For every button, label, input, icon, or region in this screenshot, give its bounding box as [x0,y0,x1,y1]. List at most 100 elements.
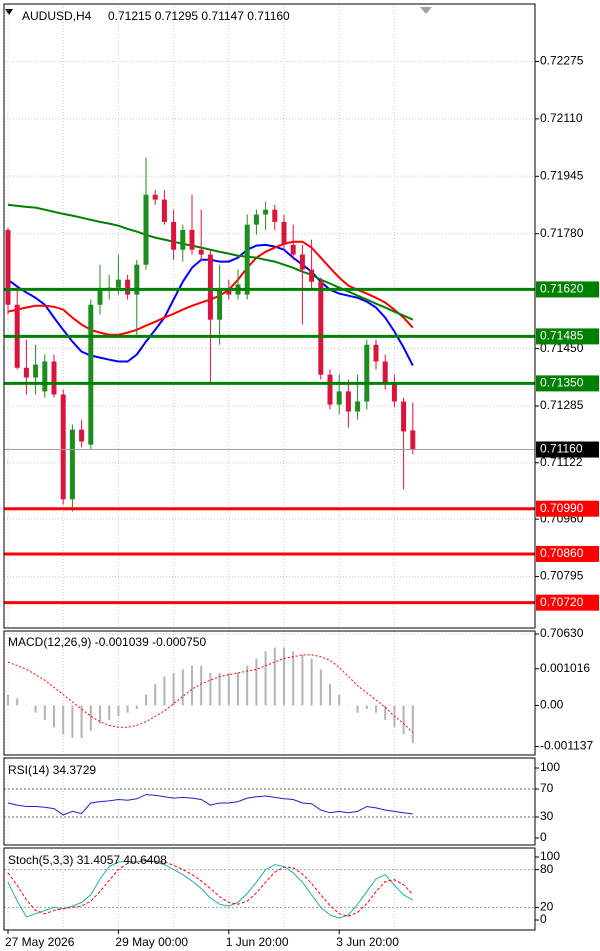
macd-bar [53,705,55,728]
level-label-box [536,328,599,345]
candle-body [290,244,296,255]
macd-bar [126,705,129,713]
macd-bar [200,665,203,706]
x-tick-label: 27 May 2026 [5,935,75,949]
candle-body [33,364,39,378]
level-label: 0.71485 [540,329,584,343]
level-label: 0.71350 [540,376,584,390]
candle-body [152,194,158,200]
macd-bar [338,694,341,706]
candle-body [60,394,66,500]
candle-body [327,374,333,405]
macd-bar [80,705,83,739]
y-tick-label: 0.71122 [540,455,583,469]
macd-bar [329,683,331,706]
candle-body [23,367,29,378]
x-tick-label: 1 Jun 20:00 [226,935,289,949]
macd-bar [163,676,166,706]
level-label-box [536,545,599,562]
menu-triangle [5,9,13,15]
y-tick-label: 0.72275 [540,54,584,68]
candle-body [263,209,269,215]
macd-bar [402,705,405,735]
last-price-box [536,441,599,458]
macd-bar [264,651,267,706]
y-tick-label: 0 [540,912,547,926]
x-tick-label: 3 Jun 20:00 [336,935,399,949]
y-tick-label: 80 [540,862,554,876]
candle-body [401,401,407,432]
macd-bar [365,705,368,710]
candle-body [299,254,305,270]
candle-body [88,304,94,445]
candle-body [336,391,342,405]
y-tick-label: 0.71945 [540,168,584,182]
candle-body [161,199,167,222]
panel-frame [3,757,536,846]
candle-body [382,361,388,385]
macd-bar [218,672,221,706]
macd-bar [89,705,92,731]
candle-body [226,289,232,295]
candle-body [134,264,140,295]
panel-frame [3,630,536,756]
candle-body [42,361,48,392]
y-tick-label: 0.00 [540,698,564,712]
level-label-box [536,375,599,392]
level-label-box [536,594,599,611]
macd-bar [255,658,258,706]
macd-bar [135,705,138,710]
level-label: 0.70860 [540,546,584,560]
macd-bar [347,705,350,706]
candle-body [391,384,397,402]
macd-bar [145,694,147,706]
macd-bar [191,665,193,706]
y-tick-label: 0 [540,830,547,844]
macd-bar [16,698,19,706]
y-tick-label: 0.001016 [540,661,590,675]
level-label: 0.70720 [540,595,584,609]
macd-bar [7,694,9,706]
candle-body [180,229,186,250]
indicator-line [7,794,413,816]
macd-bar [108,705,111,720]
indicator-line [7,860,414,917]
signal-line [7,654,414,733]
panel-title: Stoch(5,3,3) 31.4057 40.6408 [8,853,167,867]
macd-bar [283,647,285,706]
macd-bar [25,705,28,706]
candle-body [51,361,57,395]
y-tick-label: 100 [540,849,560,863]
level-label: 0.70990 [540,501,584,515]
candle-body [217,289,223,320]
candle-body [345,391,351,412]
candle-body [79,429,85,442]
level-label-box [536,281,599,298]
shift-marker [420,7,432,14]
candle-body [69,429,75,500]
macd-bar [99,705,101,724]
candle-body [410,430,416,450]
x-tick-label: 29 May 00:00 [115,935,188,949]
macd-bar [375,705,377,713]
y-tick-label: 0.70795 [540,569,584,583]
macd-bar [292,651,295,706]
macd-bar [117,705,120,717]
candle-body [253,214,259,225]
level-label: 0.71620 [540,282,584,296]
candle-body [115,279,121,288]
macd-bar [34,705,37,713]
candle-body [97,289,103,305]
macd-bar [411,705,414,744]
macd-bar [62,705,65,735]
y-tick-label: -0.001137 [540,739,593,753]
macd-bar [319,669,322,706]
macd-bar [384,705,387,720]
candle-body [318,281,324,375]
panel-frame [3,3,536,629]
macd-bar [310,658,313,706]
panel-frame [3,847,536,931]
last-price-label: 0.71160 [540,442,583,456]
